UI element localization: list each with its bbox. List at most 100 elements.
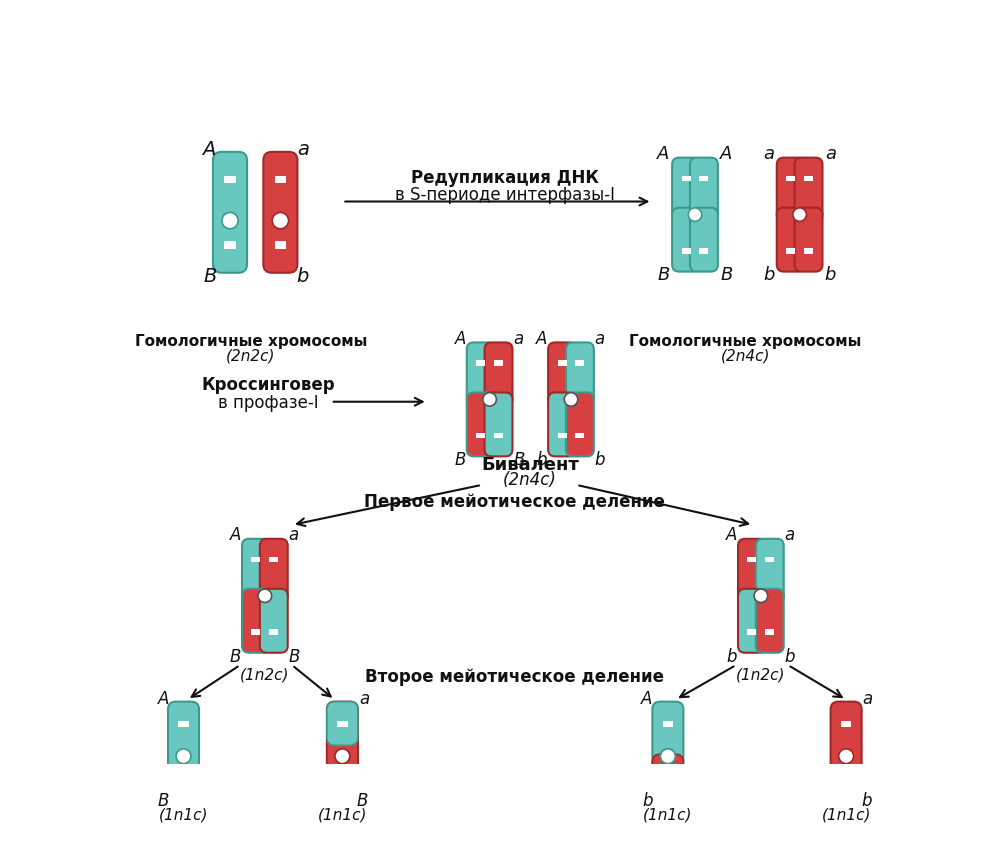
FancyBboxPatch shape	[671, 158, 699, 221]
Text: a: a	[359, 690, 369, 708]
Text: B: B	[454, 451, 466, 469]
Text: Второе мейотическое деление: Второе мейотическое деление	[365, 668, 663, 686]
Bar	[337, 772, 348, 778]
FancyBboxPatch shape	[776, 208, 804, 272]
Bar	[698, 176, 707, 181]
Text: A: A	[454, 329, 466, 347]
Circle shape	[754, 589, 767, 602]
Text: (2n4c): (2n4c)	[502, 471, 556, 489]
Bar	[178, 722, 188, 727]
Circle shape	[335, 749, 350, 764]
Text: A: A	[157, 690, 169, 708]
Circle shape	[659, 749, 674, 764]
FancyBboxPatch shape	[212, 152, 246, 273]
Bar	[337, 722, 348, 727]
Circle shape	[564, 393, 577, 406]
Text: (1n1c): (1n1c)	[318, 807, 367, 822]
Bar	[840, 722, 851, 727]
Text: b: b	[536, 451, 547, 469]
Bar	[804, 176, 813, 181]
FancyBboxPatch shape	[651, 702, 682, 798]
Text: b: b	[594, 451, 604, 469]
Bar	[698, 248, 707, 254]
Text: A: A	[725, 526, 736, 544]
Text: a: a	[594, 329, 604, 347]
Bar	[662, 772, 672, 778]
Bar	[269, 629, 278, 635]
Bar	[224, 241, 235, 249]
Bar	[476, 360, 485, 366]
Text: Гомологичные хромосомы: Гомологичные хромосомы	[134, 334, 367, 349]
Bar	[662, 722, 672, 727]
Text: b: b	[784, 648, 795, 666]
Bar	[224, 176, 235, 184]
Text: b: b	[824, 267, 836, 285]
Bar	[765, 557, 774, 562]
Bar	[575, 360, 584, 366]
Text: A: A	[535, 329, 547, 347]
FancyBboxPatch shape	[327, 728, 358, 798]
Text: a: a	[784, 526, 794, 544]
FancyBboxPatch shape	[547, 392, 575, 456]
FancyBboxPatch shape	[466, 392, 494, 456]
FancyBboxPatch shape	[327, 702, 358, 746]
Bar	[840, 772, 851, 778]
Text: Кроссинговер: Кроссинговер	[201, 376, 336, 394]
FancyBboxPatch shape	[167, 702, 198, 798]
Circle shape	[272, 213, 289, 229]
FancyBboxPatch shape	[547, 342, 575, 407]
Text: в S-периоде интерфазы-I: в S-периоде интерфазы-I	[395, 186, 614, 204]
Circle shape	[335, 749, 350, 764]
Bar	[337, 722, 348, 727]
Text: (2n4c): (2n4c)	[719, 348, 770, 363]
Text: (1n1c): (1n1c)	[821, 807, 870, 822]
Circle shape	[792, 208, 806, 221]
Text: a: a	[824, 145, 835, 163]
Text: B: B	[656, 267, 669, 285]
Text: a: a	[763, 145, 774, 163]
Bar	[252, 629, 261, 635]
FancyBboxPatch shape	[327, 702, 358, 798]
Text: a: a	[513, 329, 523, 347]
Text: в профазе-I: в профазе-I	[218, 395, 319, 412]
FancyBboxPatch shape	[689, 158, 717, 221]
Text: b: b	[726, 648, 736, 666]
FancyBboxPatch shape	[756, 539, 783, 602]
Text: b: b	[860, 792, 871, 810]
Bar	[557, 360, 566, 366]
Bar	[557, 433, 566, 438]
Text: B: B	[157, 792, 169, 810]
Bar	[746, 557, 756, 562]
Bar	[786, 248, 795, 254]
Bar	[252, 557, 261, 562]
Text: A: A	[640, 690, 651, 708]
Bar	[681, 248, 690, 254]
Bar	[275, 176, 286, 184]
Circle shape	[176, 749, 190, 764]
Bar	[494, 433, 503, 438]
Text: Гомологичные хромосомы: Гомологичные хромосомы	[628, 334, 861, 349]
Circle shape	[659, 749, 674, 764]
FancyBboxPatch shape	[671, 208, 699, 272]
Text: (1n1c): (1n1c)	[158, 807, 208, 822]
Circle shape	[687, 208, 701, 221]
Bar	[178, 772, 188, 778]
Text: (1n2c): (1n2c)	[735, 668, 785, 683]
Bar	[786, 176, 795, 181]
Bar	[575, 433, 584, 438]
Text: A: A	[656, 145, 669, 163]
Bar	[476, 433, 485, 438]
Text: B: B	[719, 267, 731, 285]
Text: Первое мейотическое деление: Первое мейотическое деление	[364, 492, 664, 511]
Text: b: b	[763, 267, 774, 285]
Text: A: A	[201, 140, 214, 159]
FancyBboxPatch shape	[264, 152, 298, 273]
Bar	[337, 772, 348, 778]
FancyBboxPatch shape	[737, 539, 766, 602]
Text: (1n2c): (1n2c)	[239, 668, 290, 683]
Bar	[662, 772, 672, 778]
Text: B: B	[357, 792, 368, 810]
Text: B: B	[513, 451, 524, 469]
Text: B: B	[203, 267, 216, 286]
Text: B: B	[289, 648, 300, 666]
